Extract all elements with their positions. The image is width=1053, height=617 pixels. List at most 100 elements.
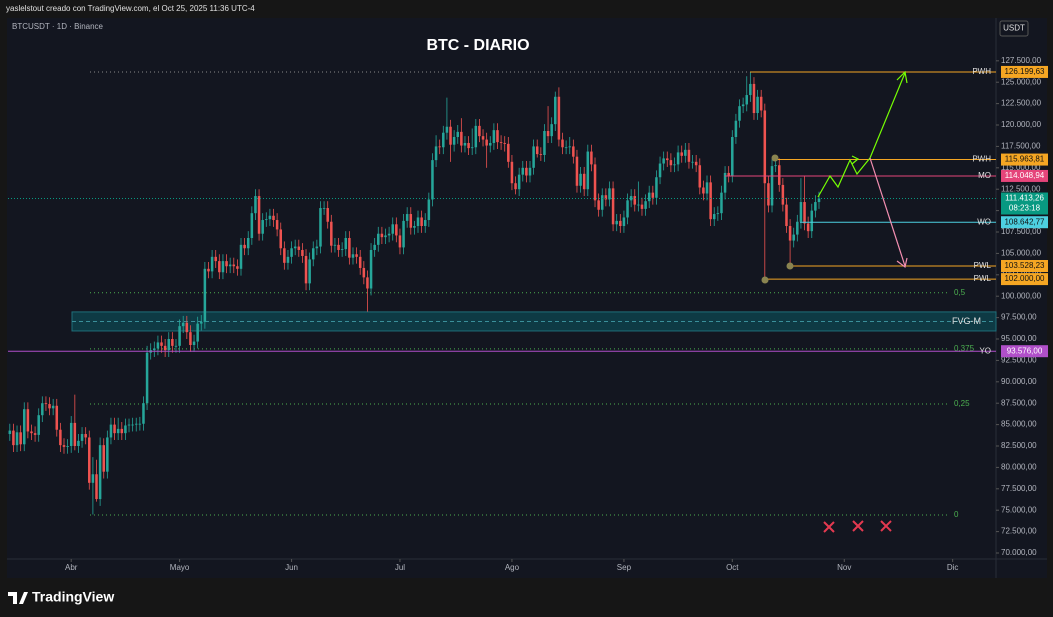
- candle-body: [196, 323, 199, 342]
- candle-body: [463, 142, 467, 146]
- y-tick-label: 80.000,00: [1001, 463, 1037, 472]
- projection: [869, 157, 906, 267]
- candle-body: [514, 183, 517, 190]
- candle-body: [814, 202, 817, 211]
- candle-body: [62, 445, 66, 447]
- candle-body: [423, 220, 427, 227]
- candle-body: [261, 220, 264, 234]
- candle-body: [600, 195, 604, 210]
- candle-body: [163, 345, 167, 351]
- candle-body: [30, 431, 33, 434]
- candle-body: [369, 249, 373, 289]
- arrow-head: [851, 155, 860, 165]
- candle-body: [257, 196, 261, 234]
- candle-body: [77, 440, 80, 447]
- arrow-head: [896, 70, 908, 84]
- candle-body: [416, 217, 420, 227]
- cross: [852, 520, 864, 532]
- candle-body: [467, 142, 470, 149]
- candle-body: [622, 217, 626, 227]
- candle-body: [405, 214, 409, 221]
- candle-body: [666, 158, 669, 161]
- candle-body: [597, 200, 600, 210]
- candle-body: [543, 131, 546, 155]
- candle-body: [478, 125, 481, 137]
- candle-body: [727, 172, 730, 176]
- candle-body: [662, 158, 665, 164]
- y-tick-label: 90.000,00: [1001, 377, 1037, 386]
- credit: yaslelstout creado con TradingView.com, …: [6, 4, 255, 13]
- candle-body: [575, 156, 579, 186]
- candle-body: [456, 131, 460, 137]
- x-tick-label: Abr: [65, 563, 78, 572]
- x-tick-label: Jul: [395, 563, 405, 572]
- y-tick-label: 100.000,00: [1001, 291, 1042, 300]
- y-tick-label: 127.500,00: [1001, 56, 1042, 65]
- candle-body: [106, 437, 109, 472]
- candle-body: [355, 254, 358, 257]
- candle-body: [741, 104, 745, 107]
- candle-body: [669, 160, 673, 166]
- candle-body: [532, 146, 535, 168]
- cross: [880, 520, 892, 532]
- candle-body: [203, 268, 207, 322]
- candle-body: [788, 226, 792, 241]
- level-price: 93.576,00: [1007, 346, 1043, 355]
- candle-body: [51, 405, 55, 409]
- candle-body: [214, 256, 217, 262]
- marker: [761, 276, 769, 284]
- x-tick-label: Ago: [505, 563, 520, 572]
- candle-body: [254, 196, 257, 214]
- y-tick-label: 120.000,00: [1001, 120, 1042, 129]
- candle-body: [810, 210, 814, 232]
- candle-body: [218, 261, 221, 273]
- x-tick-label: Dic: [947, 563, 959, 572]
- candle-body: [445, 126, 449, 133]
- candle-body: [716, 213, 720, 215]
- candle-body: [615, 220, 618, 225]
- candle-body: [402, 220, 405, 248]
- level-price: 108.642,77: [1004, 217, 1045, 226]
- candle-body: [246, 238, 250, 249]
- candle-body: [676, 152, 680, 165]
- candle-body: [80, 434, 84, 441]
- candle-body: [228, 264, 232, 267]
- candle-body: [185, 322, 189, 333]
- candle-body: [127, 424, 131, 426]
- y-tick-label: 107.500,00: [1001, 227, 1042, 236]
- candle-body: [709, 182, 712, 220]
- candle-body: [629, 196, 633, 201]
- candle-body: [499, 142, 503, 143]
- candle-body: [420, 217, 423, 227]
- level-price: 103.528,23: [1004, 261, 1045, 270]
- candle-body: [712, 214, 716, 220]
- candle-body: [167, 339, 171, 351]
- y-tick-label: 70.000,00: [1001, 548, 1037, 557]
- candle-body: [561, 139, 564, 148]
- candle-body: [745, 95, 749, 105]
- candle-body: [770, 166, 774, 206]
- candle-body: [113, 424, 116, 434]
- candle-body: [590, 151, 593, 165]
- candle-body: [434, 146, 438, 161]
- candle-body: [15, 432, 19, 446]
- cross: [823, 521, 835, 533]
- candle-body: [806, 223, 810, 232]
- brand-name: TradingView: [32, 589, 114, 605]
- arrow-head: [896, 257, 908, 269]
- candle-body: [69, 422, 73, 447]
- candle-body: [694, 161, 698, 166]
- candle-body: [687, 149, 691, 162]
- y-tick-label: 82.500,00: [1001, 441, 1037, 450]
- level-price: 126.199,63: [1004, 67, 1045, 76]
- candle-body: [109, 424, 113, 438]
- candle-body: [517, 174, 521, 190]
- candle-body: [550, 124, 553, 137]
- candle-body: [647, 192, 651, 202]
- y-tick-label: 75.000,00: [1001, 505, 1037, 514]
- candle-body: [644, 201, 647, 209]
- level-tag: [1001, 260, 1048, 273]
- candle-body: [207, 268, 210, 272]
- candle-body: [655, 177, 658, 198]
- fib-label: 0,25: [954, 399, 970, 408]
